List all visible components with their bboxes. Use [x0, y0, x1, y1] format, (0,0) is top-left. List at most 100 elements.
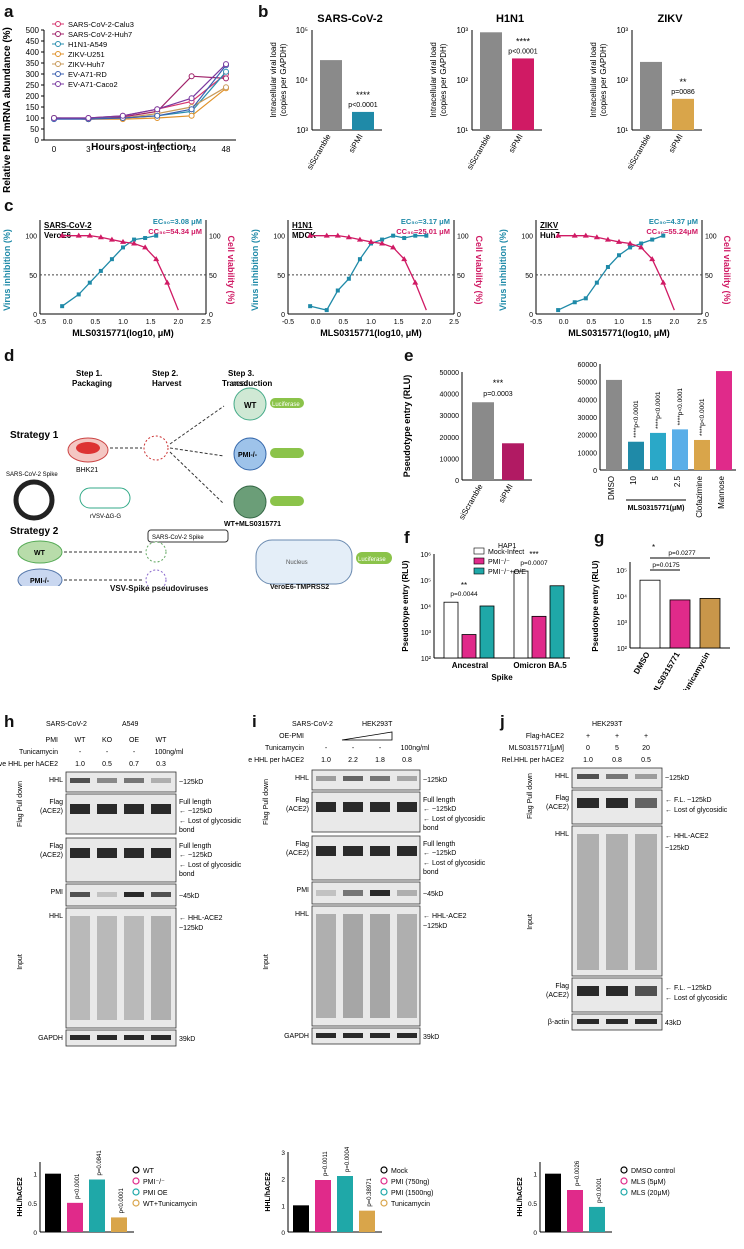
bar-rect	[545, 1173, 561, 1232]
blot-row-label: Flag	[555, 983, 569, 990]
b-ytick-label: 10¹	[616, 126, 628, 135]
blot-marker: ~45kD	[179, 893, 199, 900]
blot-band	[397, 1033, 417, 1038]
bar-ytick: 2	[281, 1177, 285, 1184]
b-ytick-label: 10²	[456, 76, 468, 85]
b-cat-label: siScramble	[305, 132, 333, 171]
i-oe-gradient-icon	[341, 731, 393, 741]
a-point	[51, 115, 57, 121]
h-col-rel: 0.7	[129, 761, 139, 768]
bar-legend-marker	[380, 1199, 388, 1207]
i-row-rel: Relative HHL per hACE2	[248, 757, 304, 764]
western-blot-i: SARS-CoV-2 HEK293T OE-PMI Tunicamycin Relati…	[248, 721, 486, 1237]
b-title: H1N1	[496, 13, 524, 25]
blot-row-label: Flag	[555, 795, 569, 802]
i-gel-gapdh	[311, 1027, 421, 1045]
blot-marker: Full length	[423, 797, 455, 804]
b-stars: ****	[356, 90, 371, 100]
svg-text:PMI-/-: PMI-/-	[238, 452, 258, 459]
e2-cat: 10	[629, 475, 638, 484]
c-ytick-right: 0	[457, 312, 461, 319]
c-inhibition-point	[605, 265, 610, 269]
a-legend-label: ZIKV-U251	[68, 50, 105, 59]
blot-band	[124, 892, 144, 897]
bar-legend-marker	[620, 1188, 628, 1196]
panel-label-b: b	[258, 2, 269, 21]
e1-ytick: 20000	[440, 435, 460, 442]
b-ylabel2: (copies per GAPDH)	[599, 43, 608, 116]
j-row-mls: MLS0315771[μM]	[509, 745, 564, 752]
f-s1: **	[461, 581, 467, 590]
d-step2b: Harvest	[152, 379, 182, 388]
b-ylabel: Intracellular viral load	[589, 42, 598, 118]
blot-marker: ← HHL-ACE2	[423, 913, 467, 920]
blot-band	[577, 798, 599, 808]
a-point	[154, 112, 161, 119]
blot-marker: ← Lost of glycosidic	[665, 807, 728, 814]
e1-ytick: 30000	[440, 413, 460, 420]
blot-row-label: HHL	[555, 773, 569, 780]
c-xtick-label: 0.0	[559, 319, 569, 326]
g-ytick: 10³	[617, 620, 628, 627]
a-legend-label: EV-A71-Caco2	[68, 80, 118, 89]
g-bar	[639, 579, 661, 649]
blot-marker: Full length	[179, 843, 211, 850]
g-ytick: 10⁴	[616, 594, 627, 601]
j-col-mls: 20	[642, 745, 650, 752]
blot-row-label: (ACE2)	[286, 806, 309, 813]
b-ylabel2: (copies per GAPDH)	[439, 43, 448, 116]
a-point	[223, 68, 229, 75]
rvsv-icon	[79, 487, 131, 509]
i-input-label: Input	[263, 954, 270, 970]
h-col-pmi: OE	[129, 737, 139, 744]
petri-wt-icon	[17, 540, 63, 564]
b-ytick-label: 10³	[616, 26, 628, 35]
cells-icon	[76, 442, 100, 454]
c-ec50: EC₅₀=3.08 μM	[153, 217, 202, 226]
blot-band	[151, 848, 171, 858]
e1-ytick: 40000	[440, 392, 460, 399]
c-xtick-label: 2.0	[173, 319, 183, 326]
b-ytick-label: 10¹	[456, 126, 468, 135]
blot-marker: ← F.L. ~125kD	[665, 985, 712, 992]
c-viability-point	[153, 256, 160, 262]
blot-band	[316, 846, 336, 856]
f-ytick: 10⁴	[420, 604, 431, 611]
c-xtick-label: 1.0	[118, 319, 128, 326]
c-cell: Huh7	[540, 231, 561, 240]
h-row-tun: Tunicamycin	[19, 749, 58, 756]
bar-legend-label: DMSO control	[631, 1168, 675, 1175]
c-viability-point	[97, 234, 104, 240]
a-legend-marker	[55, 61, 61, 67]
c-cc50: CC₅₀=55.24μM	[646, 227, 698, 236]
c-viability-curve	[62, 235, 179, 311]
blot-band	[635, 834, 657, 970]
b-bar	[512, 58, 534, 131]
g-cat: MLS0315771	[650, 650, 682, 690]
d-spike: SARS-CoV-2 Spike	[6, 472, 58, 478]
bar-legend-label: PMI (750ng)	[391, 1179, 430, 1186]
blot-marker: ← Lost of glycosidic	[179, 818, 242, 825]
blot-band	[343, 1033, 363, 1038]
virus-icon	[143, 435, 169, 461]
i-col-tun: -	[325, 745, 328, 752]
a-ytick-label: 450	[26, 37, 40, 46]
blot-band	[343, 846, 363, 856]
g-p2: p=0.0277	[668, 550, 696, 557]
blot-band	[151, 916, 171, 1020]
c-virus: SARS-CoV-2	[44, 221, 92, 230]
bar-ytick: 0.5	[28, 1201, 37, 1208]
bar-annot: p=0.0841	[97, 1150, 103, 1176]
bar-legend-marker	[380, 1188, 388, 1196]
c-viability-point	[323, 232, 330, 238]
d-nucleus: Nucleus	[286, 560, 308, 566]
b-pvalue: p<0.0001	[348, 102, 377, 109]
f-ylabel: Pseudotype entry (RLU)	[401, 560, 410, 651]
h-gel-hhl	[65, 771, 177, 793]
c-xtick-label: 1.5	[394, 319, 404, 326]
a-point	[223, 75, 229, 82]
e2-annot: ****p<0.0001	[677, 388, 684, 426]
blot-marker: ~125kD	[665, 845, 689, 852]
a-ytick-label: 350	[26, 59, 40, 68]
c-viability-curve	[558, 235, 675, 311]
